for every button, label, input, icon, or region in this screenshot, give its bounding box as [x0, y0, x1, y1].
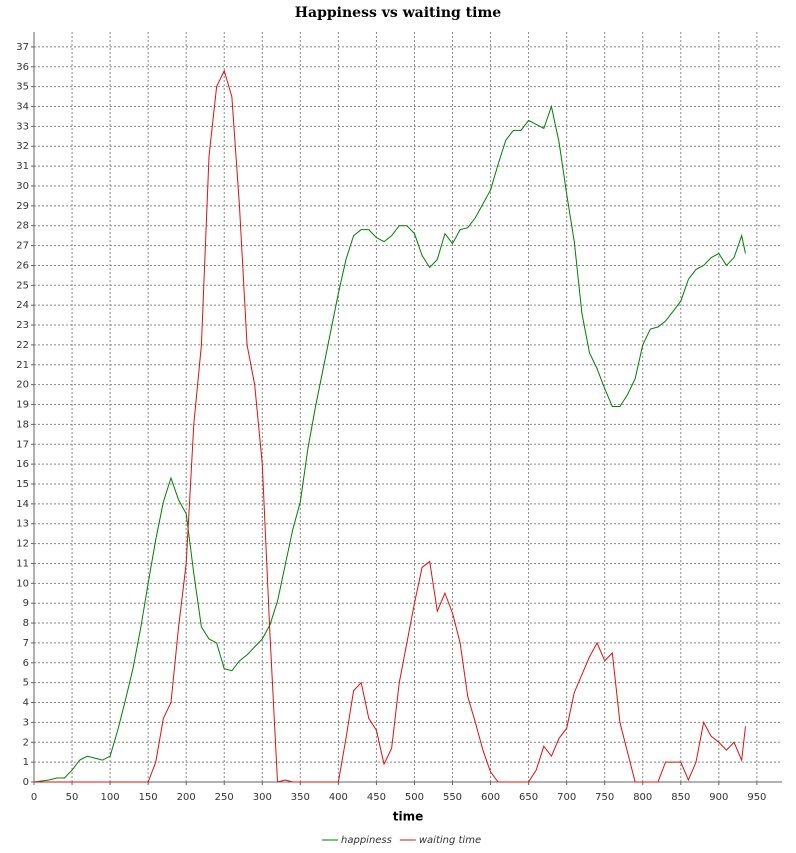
y-tick-label: 33: [16, 121, 29, 132]
x-tick-label: 300: [253, 792, 272, 803]
x-tick-label: 450: [367, 792, 386, 803]
y-tick-label: 34: [16, 102, 29, 113]
x-tick-label: 750: [595, 792, 614, 803]
series-line: [34, 69, 746, 783]
x-tick-label: 900: [709, 792, 728, 803]
y-tick-label: 22: [16, 340, 29, 351]
y-tick-label: 21: [16, 360, 29, 371]
y-tick-label: 18: [16, 419, 29, 430]
y-tick-label: 16: [16, 459, 29, 470]
y-tick-label: 15: [16, 479, 29, 490]
y-tick-label: 28: [16, 221, 29, 232]
y-tick-label: 11: [16, 558, 29, 569]
x-tick-label: 800: [633, 792, 652, 803]
y-tick-label: 4: [23, 698, 29, 709]
y-tick-label: 3: [23, 717, 29, 728]
y-tick-label: 19: [16, 400, 29, 411]
legend-label: happiness: [341, 835, 392, 846]
x-tick-label: 400: [329, 792, 348, 803]
x-tick-label: 550: [443, 792, 462, 803]
y-tick-label: 13: [16, 519, 29, 530]
x-tick-label: 500: [405, 792, 424, 803]
y-tick-label: 8: [23, 618, 29, 629]
y-tick-label: 29: [16, 201, 29, 212]
x-tick-label: 650: [519, 792, 538, 803]
y-tick-label: 6: [23, 658, 29, 669]
x-tick-label: 0: [31, 792, 37, 803]
x-tick-label: 150: [139, 792, 158, 803]
x-tick-label: 200: [177, 792, 196, 803]
y-tick-label: 1: [23, 757, 29, 768]
y-tick-label: 9: [23, 598, 29, 609]
series-line: [33, 104, 746, 783]
y-tick-label: 23: [16, 320, 29, 331]
y-tick-label: 36: [16, 62, 29, 73]
plot-area: [34, 32, 782, 782]
x-tick-label: 50: [66, 792, 79, 803]
y-tick-label: 32: [16, 141, 29, 152]
x-axis-label: time: [393, 810, 424, 824]
y-tick-label: 37: [16, 42, 29, 53]
y-tick-label: 30: [16, 181, 29, 192]
x-tick-label: 950: [747, 792, 766, 803]
y-tick-label: 31: [16, 161, 29, 172]
y-tick-label: 24: [16, 300, 29, 311]
y-tick-label: 17: [16, 439, 29, 450]
y-tick-label: 20: [16, 380, 29, 391]
x-tick-label: 100: [101, 792, 120, 803]
x-tick-label: 850: [671, 792, 690, 803]
y-tick-label: 2: [23, 737, 29, 748]
y-tick-label: 25: [16, 280, 29, 291]
y-tick-label: 26: [16, 260, 29, 271]
x-tick-label: 700: [557, 792, 576, 803]
y-tick-label: 10: [16, 578, 29, 589]
y-tick-label: 27: [16, 241, 29, 252]
y-tick-label: 35: [16, 82, 29, 93]
legend-label: waiting time: [419, 835, 481, 846]
chart-title: Happiness vs waiting time: [295, 5, 501, 21]
x-tick-label: 350: [291, 792, 310, 803]
x-tick-label: 250: [215, 792, 234, 803]
y-tick-label: 0: [23, 777, 29, 788]
y-tick-label: 5: [23, 678, 29, 689]
y-tick-label: 14: [16, 499, 29, 510]
y-tick-label: 7: [23, 638, 29, 649]
x-tick-label: 600: [481, 792, 500, 803]
y-tick-label: 12: [16, 539, 29, 550]
